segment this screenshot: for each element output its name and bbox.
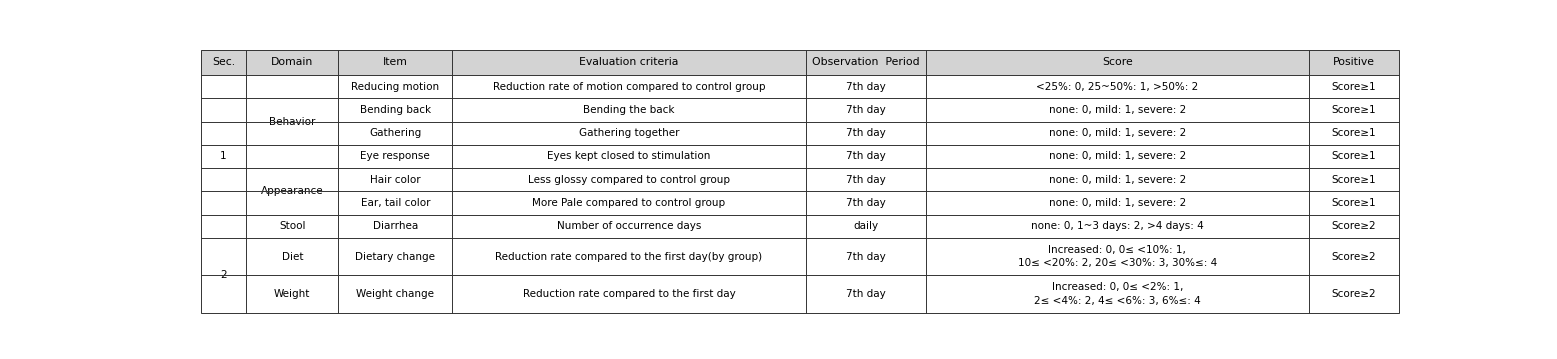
Text: 7th day: 7th day bbox=[845, 81, 886, 92]
Text: Appearance: Appearance bbox=[262, 186, 324, 196]
Text: Reduction rate compared to the first day(by group): Reduction rate compared to the first day… bbox=[495, 252, 763, 262]
Text: none: 0, 1~3 days: 2, >4 days: 4: none: 0, 1~3 days: 2, >4 days: 4 bbox=[1031, 222, 1204, 232]
Text: Less glossy compared to control group: Less glossy compared to control group bbox=[528, 175, 730, 185]
Text: 7th day: 7th day bbox=[845, 175, 886, 185]
Text: Domain: Domain bbox=[271, 57, 313, 67]
Text: Sec.: Sec. bbox=[212, 57, 235, 67]
Text: Item: Item bbox=[383, 57, 408, 67]
Text: Gathering together: Gathering together bbox=[579, 128, 679, 138]
Text: Behavior: Behavior bbox=[269, 117, 316, 126]
Text: Score≥1: Score≥1 bbox=[1331, 128, 1376, 138]
Text: Positive: Positive bbox=[1333, 57, 1375, 67]
Text: Eye response: Eye response bbox=[361, 151, 430, 162]
Text: <25%: 0, 25~50%: 1, >50%: 2: <25%: 0, 25~50%: 1, >50%: 2 bbox=[1035, 81, 1199, 92]
Text: 7th day: 7th day bbox=[845, 289, 886, 299]
Text: Number of occurrence days: Number of occurrence days bbox=[557, 222, 701, 232]
Text: none: 0, mild: 1, severe: 2: none: 0, mild: 1, severe: 2 bbox=[1049, 128, 1186, 138]
Text: 2: 2 bbox=[220, 270, 227, 280]
Text: Score≥1: Score≥1 bbox=[1331, 175, 1376, 185]
Text: none: 0, mild: 1, severe: 2: none: 0, mild: 1, severe: 2 bbox=[1049, 175, 1186, 185]
Text: Bending back: Bending back bbox=[360, 105, 431, 115]
Text: 7th day: 7th day bbox=[845, 128, 886, 138]
Text: Score≥2: Score≥2 bbox=[1331, 252, 1376, 262]
Text: Hair color: Hair color bbox=[371, 175, 420, 185]
Text: Score≥2: Score≥2 bbox=[1331, 222, 1376, 232]
Text: none: 0, mild: 1, severe: 2: none: 0, mild: 1, severe: 2 bbox=[1049, 105, 1186, 115]
Text: Score≥1: Score≥1 bbox=[1331, 81, 1376, 92]
Text: Ear, tail color: Ear, tail color bbox=[361, 198, 430, 208]
Text: Score≥1: Score≥1 bbox=[1331, 105, 1376, 115]
Text: none: 0, mild: 1, severe: 2: none: 0, mild: 1, severe: 2 bbox=[1049, 198, 1186, 208]
Text: Weight change: Weight change bbox=[357, 289, 434, 299]
Text: daily: daily bbox=[853, 222, 878, 232]
Text: Reducing motion: Reducing motion bbox=[352, 81, 439, 92]
Text: Score≥2: Score≥2 bbox=[1331, 289, 1376, 299]
Text: More Pale compared to control group: More Pale compared to control group bbox=[532, 198, 726, 208]
Text: Score≥1: Score≥1 bbox=[1331, 151, 1376, 162]
Text: Stool: Stool bbox=[279, 222, 305, 232]
Text: Bending the back: Bending the back bbox=[584, 105, 674, 115]
Text: 1: 1 bbox=[220, 151, 227, 162]
Text: Diet: Diet bbox=[282, 252, 304, 262]
Text: Eyes kept closed to stimulation: Eyes kept closed to stimulation bbox=[548, 151, 710, 162]
Text: Evaluation criteria: Evaluation criteria bbox=[579, 57, 679, 67]
Text: Gathering: Gathering bbox=[369, 128, 422, 138]
Text: Reduction rate compared to the first day: Reduction rate compared to the first day bbox=[523, 289, 735, 299]
Text: 7th day: 7th day bbox=[845, 105, 886, 115]
Text: none: 0, mild: 1, severe: 2: none: 0, mild: 1, severe: 2 bbox=[1049, 151, 1186, 162]
Text: Dietary change: Dietary change bbox=[355, 252, 436, 262]
Text: Reduction rate of motion compared to control group: Reduction rate of motion compared to con… bbox=[492, 81, 766, 92]
Text: Increased: 0, 0≤ <10%: 1,
10≤ <20%: 2, 20≤ <30%: 3, 30%≤: 4: Increased: 0, 0≤ <10%: 1, 10≤ <20%: 2, 2… bbox=[1018, 245, 1218, 268]
Text: Observation  Period: Observation Period bbox=[811, 57, 920, 67]
Text: 7th day: 7th day bbox=[845, 151, 886, 162]
Text: 7th day: 7th day bbox=[845, 198, 886, 208]
Bar bbox=[201, 50, 1398, 75]
Text: Score: Score bbox=[1102, 57, 1132, 67]
Text: 7th day: 7th day bbox=[845, 252, 886, 262]
Text: Diarrhea: Diarrhea bbox=[372, 222, 417, 232]
Text: Weight: Weight bbox=[274, 289, 310, 299]
Text: Score≥1: Score≥1 bbox=[1331, 198, 1376, 208]
Text: Increased: 0, 0≤ <2%: 1,
2≤ <4%: 2, 4≤ <6%: 3, 6%≤: 4: Increased: 0, 0≤ <2%: 1, 2≤ <4%: 2, 4≤ <… bbox=[1034, 283, 1200, 306]
